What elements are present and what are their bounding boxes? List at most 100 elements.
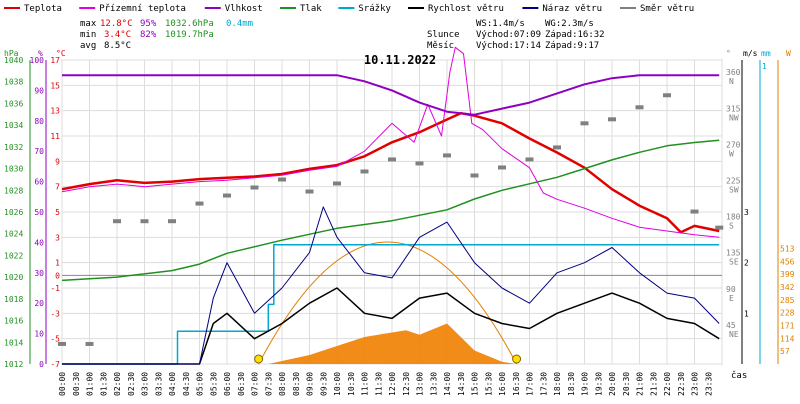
x-tick: 14:30 [457, 372, 466, 396]
series-naraz-vetru [62, 206, 720, 365]
dir-tick-label: SW [729, 186, 739, 195]
wind-dir-point [278, 177, 286, 182]
x-tick: 08:30 [292, 372, 301, 396]
w-tick: 228 [780, 309, 795, 318]
hpa-tick: 1016 [4, 317, 23, 326]
wind-dir-point [635, 105, 644, 110]
pct-tick: 90 [34, 86, 44, 95]
wind-dir-point [305, 189, 314, 194]
w-tick: 399 [780, 270, 795, 279]
x-tick: 00:30 [72, 372, 81, 396]
pct-tick: 70 [34, 147, 44, 156]
series-tlak [61, 139, 720, 282]
hpa-tick: 1014 [4, 338, 23, 347]
x-tick: 01:30 [99, 372, 108, 396]
hpa-tick: 1012 [4, 360, 23, 369]
sunset-marker [512, 354, 522, 364]
wind-dir-point [113, 219, 121, 224]
x-tick: 20:00 [608, 372, 617, 396]
stat-avg-temp: 8.5°C [104, 41, 131, 51]
x-tick: 05:30 [209, 372, 218, 396]
legend-label: Náraz větru [542, 4, 602, 14]
x-tick: 10:30 [347, 372, 356, 396]
stats-block: max 12.8°C 95% 1032.6hPa 0.4mm min 3.4°C… [80, 19, 253, 51]
wind-dir-point [715, 225, 724, 230]
x-tick: 07:00 [251, 372, 260, 396]
hpa-tick: 1022 [4, 251, 23, 260]
wind-dir-point [553, 145, 561, 150]
hpa-tick: 1034 [4, 121, 23, 130]
temp-tick: 1 [55, 259, 60, 268]
series-teplota [61, 111, 720, 234]
x-tick: 13:00 [416, 372, 425, 396]
x-tick: 11:30 [374, 372, 383, 396]
wind-dir-point [525, 157, 534, 162]
wind-dir-point [140, 219, 149, 224]
series-vlhkost [62, 74, 720, 116]
unit-pct: % [38, 49, 43, 58]
legend-label: Rychlost větru [428, 4, 504, 14]
info-wg: WG:2.3m/s [545, 19, 594, 29]
x-tick: 17:30 [539, 372, 548, 396]
dir-tick-deg: 225 [726, 177, 741, 186]
dir-tick-deg: 270 [726, 140, 741, 149]
x-tick: 16:00 [498, 372, 507, 396]
x-tick: 01:00 [86, 372, 95, 396]
temp-tick: 3 [55, 233, 60, 242]
temp-tick: 15 [50, 81, 60, 90]
unit-temp: °C [56, 49, 66, 58]
chart-title: 10.11.2022 [364, 53, 436, 67]
wind-dir-point [608, 117, 616, 122]
x-tick: 20:30 [622, 372, 631, 396]
unit-w: W [786, 49, 791, 58]
stat-max-hum: 95% [140, 19, 157, 29]
wind-dir-point [580, 121, 589, 126]
dir-tick-deg: 45 [726, 321, 736, 330]
ms-tick: 1 [744, 309, 749, 318]
x-tick: 13:30 [429, 372, 438, 396]
w-tick: 456 [780, 257, 795, 266]
legend-label: Tlak [300, 4, 322, 14]
w-tick: 513 [780, 244, 795, 253]
stat-max-press: 1032.6hPa [165, 19, 214, 29]
unit-hpa: hPa [4, 49, 19, 58]
x-tick: 22:00 [663, 372, 672, 396]
legend: Teplota Přízemní teplota Vlhkost Tlak Srážky… [4, 4, 694, 14]
x-tick: 04:00 [168, 372, 177, 396]
x-tick: 11:00 [361, 372, 370, 396]
info-moon-label: Měsíc [427, 41, 454, 51]
legend-label: Srážky [358, 4, 391, 14]
dir-tick-label: E [729, 294, 734, 303]
wind-dir-point [250, 185, 259, 190]
x-tick: 06:30 [237, 372, 246, 396]
x-tick: 18:30 [567, 372, 576, 396]
chart-marks [58, 46, 724, 365]
legend-label: Přízemní teplota [99, 4, 186, 14]
sunrise-marker [254, 354, 264, 364]
unit-labels: hPa % °C ° m/s mm W čas [4, 49, 791, 381]
wind-dir-point [195, 201, 204, 206]
x-tick: 03:00 [141, 372, 150, 396]
x-tick: 09:30 [319, 372, 328, 396]
x-tick: 04:30 [182, 372, 191, 396]
hpa-tick: 1040 [4, 56, 23, 65]
pct-tick: 10 [34, 330, 44, 339]
temp-tick: 7 [55, 183, 60, 192]
dir-tick-label: NE [729, 330, 739, 339]
temp-tick: 9 [55, 157, 60, 166]
pct-tick: 80 [34, 117, 44, 126]
stat-max-temp: 12.8°C [100, 19, 133, 29]
info-block: WS:1.4m/s WG:2.3m/s Slunce Východ:07:09 … [427, 19, 605, 51]
pct-tick: 40 [34, 238, 44, 247]
wind-dir-point [85, 341, 94, 346]
w-tick: 342 [780, 283, 795, 292]
temp-tick: -1 [50, 284, 60, 293]
unit-ms: m/s [743, 49, 758, 58]
dir-tick-deg: 135 [726, 249, 741, 258]
w-tick: 57 [780, 347, 790, 356]
series-rychlost-vetru [62, 287, 720, 365]
series-slunecni-zareni [268, 323, 516, 364]
x-tick: 21:30 [649, 372, 658, 396]
info-sun-rise: Východ:07:09 [476, 30, 541, 40]
